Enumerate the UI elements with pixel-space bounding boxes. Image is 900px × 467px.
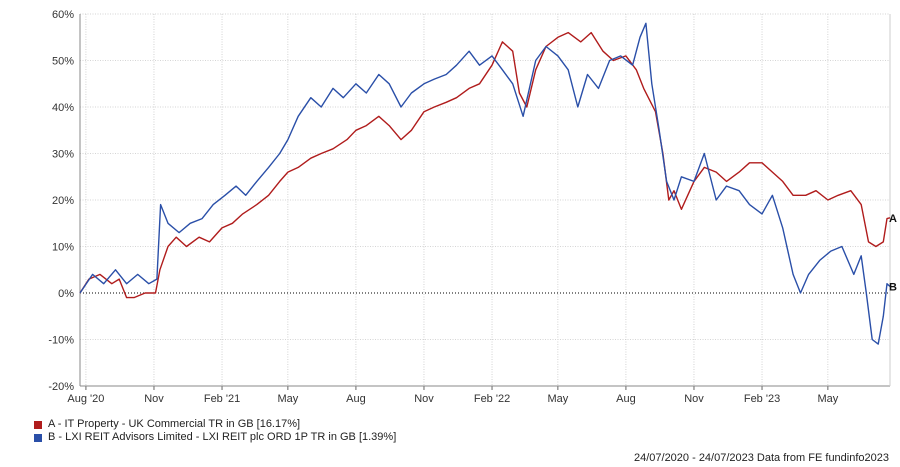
y-tick-label: -10%	[48, 335, 74, 347]
y-tick-label: -20%	[48, 381, 74, 393]
x-tick-label: Nov	[144, 393, 164, 405]
tick-labels: 60% 50% 40% 30% 20% 10% 0% -10% -20%Aug '20 Nov Fe…	[48, 9, 897, 405]
y-tick-label: 10%	[52, 242, 74, 254]
x-tick-label: Nov	[684, 393, 704, 405]
legend-label-b: B - LXI REIT Advisors Limited - LXI REIT…	[48, 431, 397, 443]
y-tick-label: 40%	[52, 102, 74, 114]
series-line-a	[79, 31, 891, 299]
x-tick-label: May	[817, 393, 838, 405]
x-tick-label: Feb '22	[474, 393, 510, 405]
legend-swatch-a	[34, 420, 42, 429]
axes	[79, 14, 891, 390]
gridlines	[80, 13, 890, 387]
x-tick-label: May	[547, 393, 568, 405]
x-tick-label: Aug '20	[67, 393, 104, 405]
date-range-source: 24/07/2020 - 24/07/2023 Data from FE fun…	[633, 452, 889, 464]
x-tick-label: Aug	[616, 393, 636, 405]
legend-item-a: A - IT Property - UK Commercial TR in GB…	[34, 418, 396, 431]
y-tick-label: 0%	[58, 288, 74, 300]
series-end-label-b: B	[889, 282, 897, 294]
x-tick-label: Feb '23	[744, 393, 780, 405]
y-tick-label: 60%	[52, 9, 74, 21]
series-end-label-a: A	[889, 213, 897, 225]
legend: A - IT Property - UK Commercial TR in GB…	[34, 418, 396, 444]
series-lines	[79, 22, 891, 345]
x-tick-label: Feb '21	[204, 393, 240, 405]
legend-label-a: A - IT Property - UK Commercial TR in GB…	[48, 418, 301, 430]
y-tick-label: 50%	[52, 56, 74, 68]
legend-swatch-b	[34, 433, 42, 442]
x-tick-label: Nov	[414, 393, 434, 405]
legend-item-b: B - LXI REIT Advisors Limited - LXI REIT…	[34, 431, 396, 444]
y-tick-label: 20%	[52, 195, 74, 207]
x-tick-label: May	[277, 393, 298, 405]
series-line-b	[79, 22, 891, 345]
x-tick-label: Aug	[346, 393, 366, 405]
y-tick-label: 30%	[52, 149, 74, 161]
